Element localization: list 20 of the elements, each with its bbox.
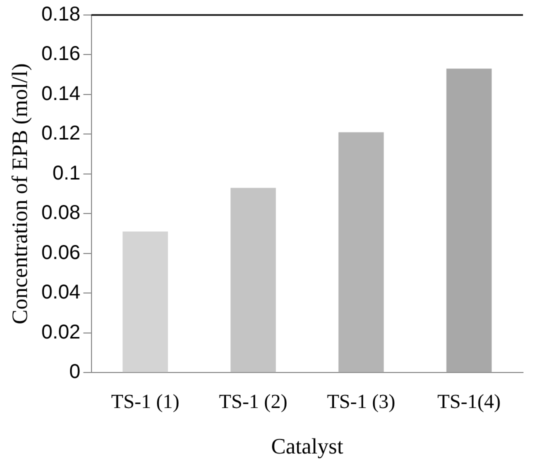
y-tick-label: 0 (69, 361, 80, 384)
bar (338, 132, 384, 372)
y-tick-label: 0.04 (41, 282, 80, 304)
x-tick-label: TS-1 (3) (326, 390, 396, 413)
bar (122, 232, 168, 372)
y-tick-label: 0.18 (41, 4, 80, 26)
x-tick-label: TS-1 (1) (111, 390, 180, 413)
bar (230, 188, 276, 372)
y-tick-label: 0.02 (41, 321, 80, 344)
x-tick-label: TS-1 (2) (219, 390, 288, 413)
y-tick-label: 0.06 (41, 242, 80, 264)
y-tick-label: 0.08 (41, 202, 80, 224)
x-tick-label: TS-1(4) (437, 390, 501, 413)
y-tick-label: 0.14 (41, 82, 80, 105)
x-axis-title: Catalyst (271, 434, 344, 459)
y-tick-label: 0.12 (41, 122, 80, 145)
y-tick-label: 0.16 (41, 43, 80, 66)
y-tick-label: 0.1 (52, 162, 80, 184)
y-axis-title: Concentration of EPB (mol/l) (6, 63, 32, 324)
bar (446, 68, 492, 372)
